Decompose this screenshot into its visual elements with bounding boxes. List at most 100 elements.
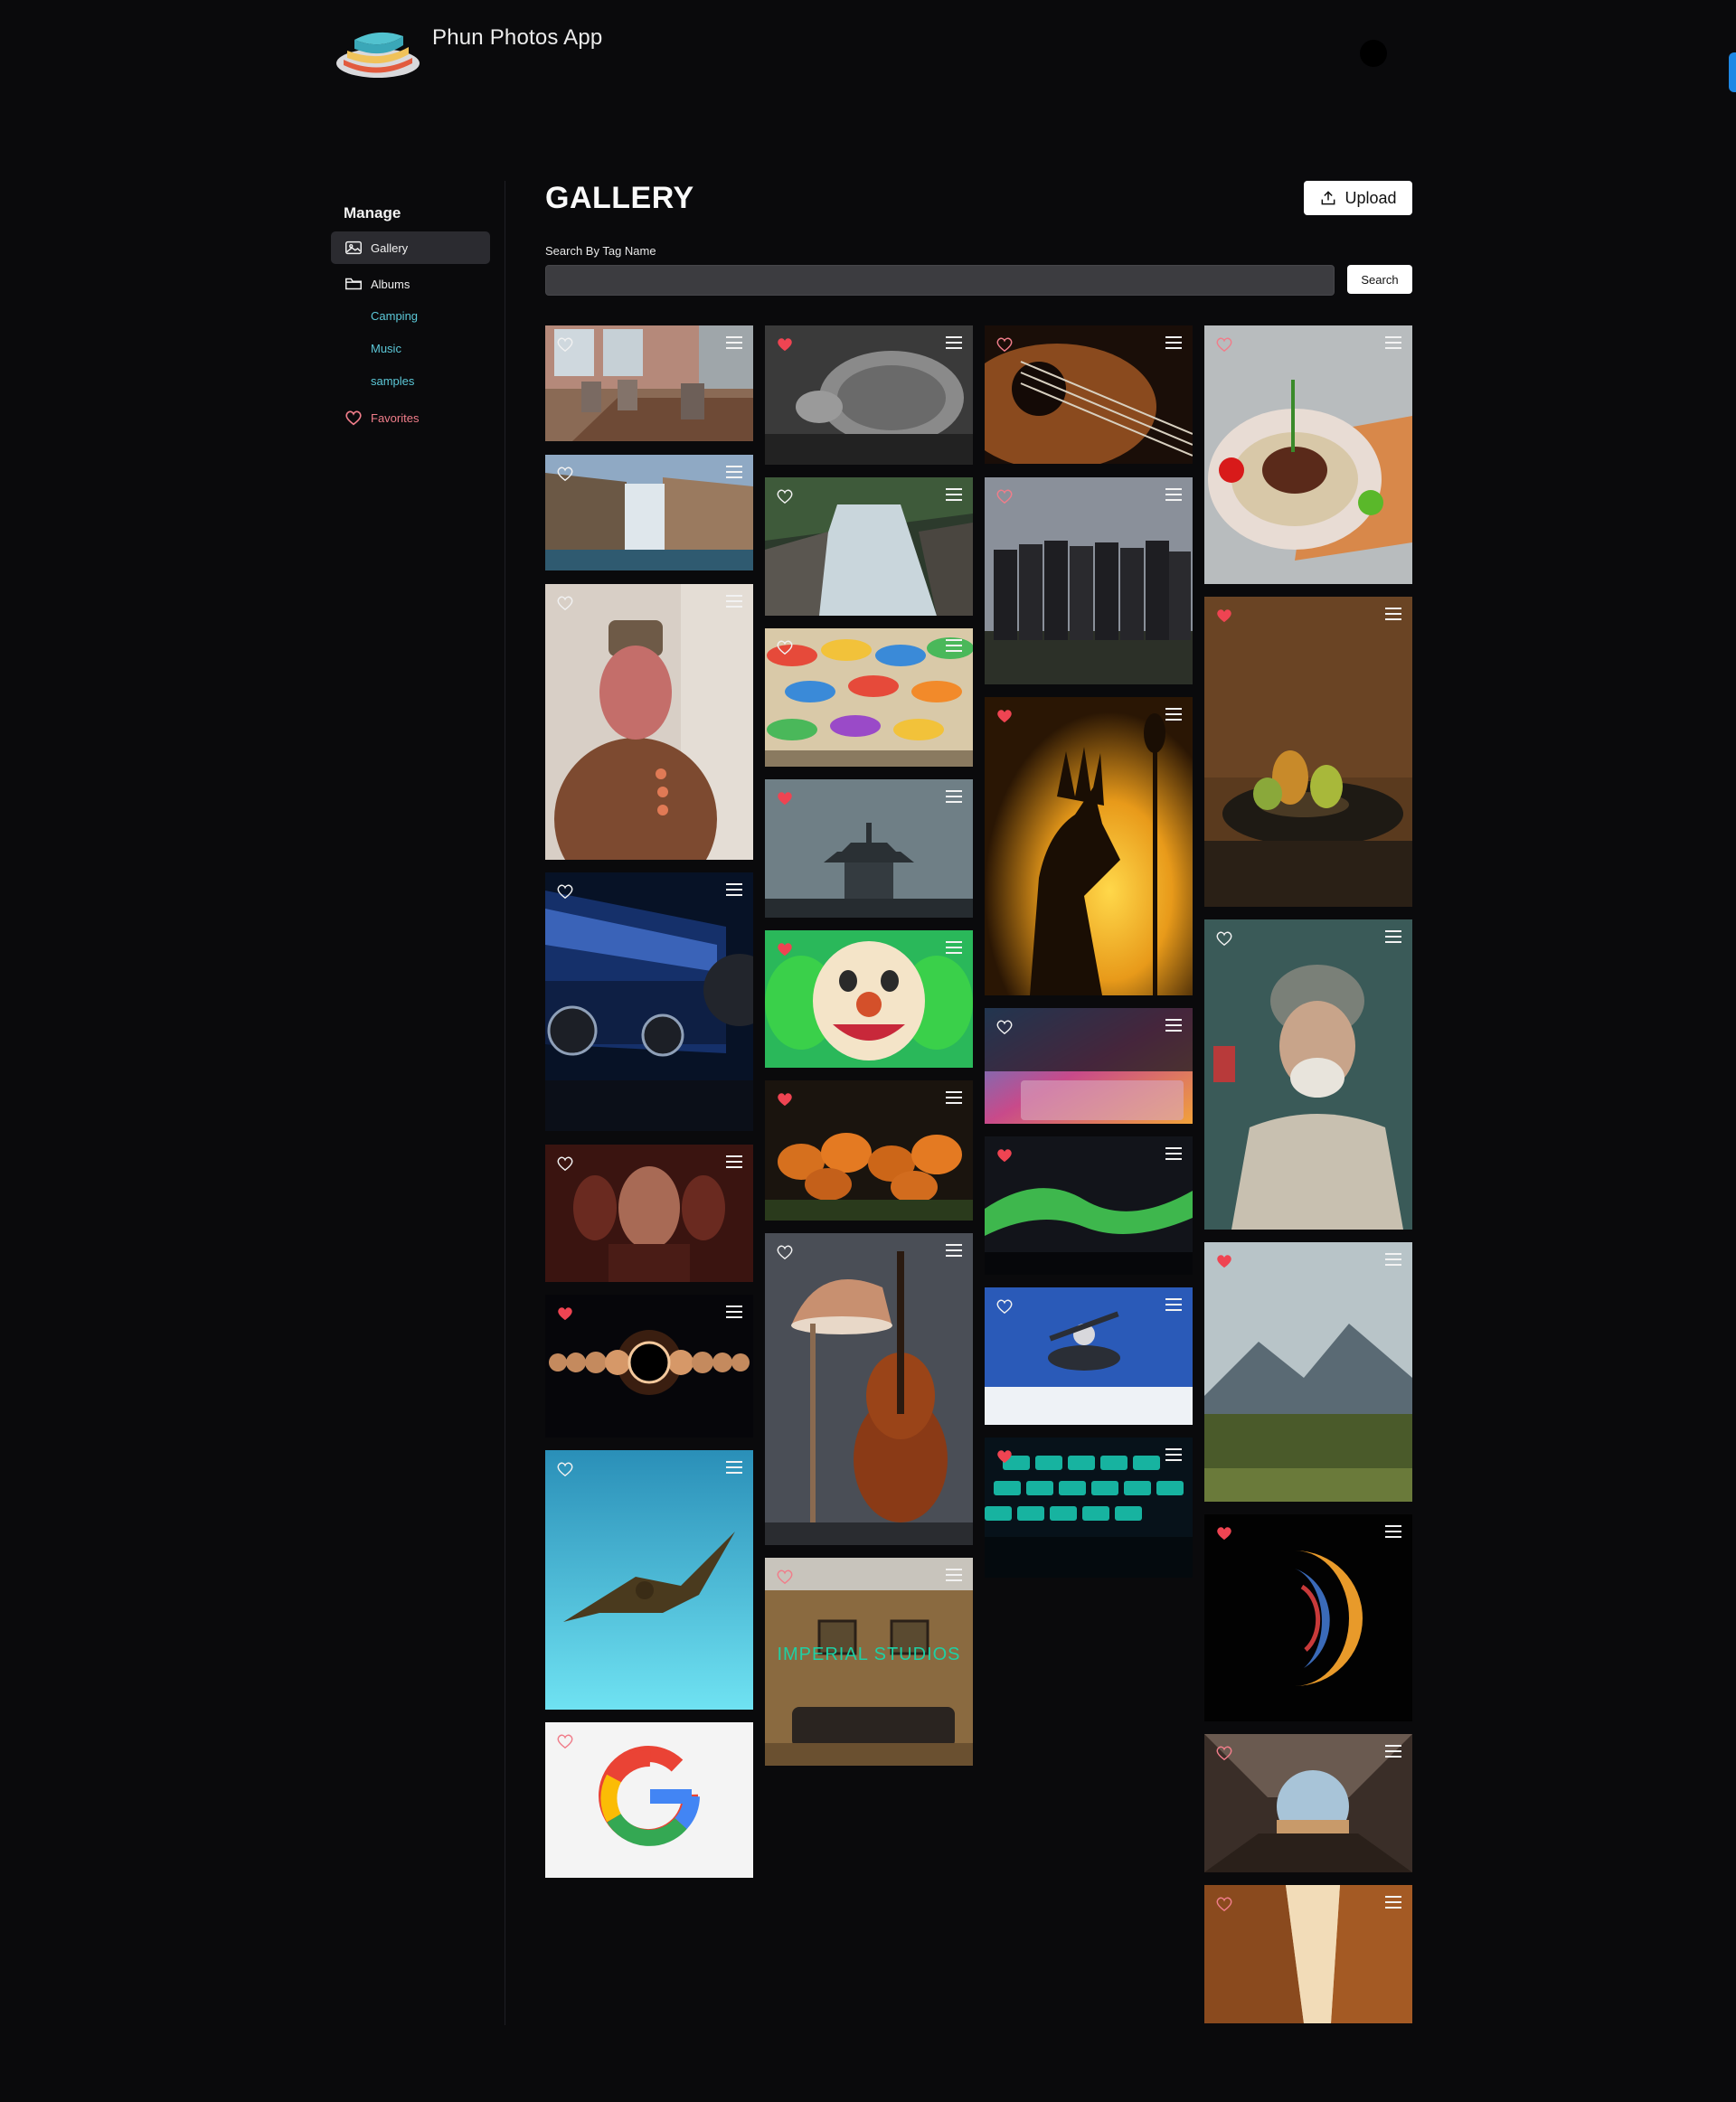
photo-card[interactable] bbox=[545, 1722, 753, 1878]
heart-outline-icon[interactable] bbox=[995, 1296, 1014, 1315]
hamburger-menu-icon[interactable] bbox=[726, 1306, 742, 1318]
hamburger-menu-icon[interactable] bbox=[1385, 1896, 1401, 1909]
heart-outline-icon[interactable] bbox=[775, 486, 795, 504]
heart-outline-icon[interactable] bbox=[1214, 1743, 1234, 1761]
heart-outline-icon[interactable] bbox=[555, 1731, 575, 1749]
photo-card[interactable] bbox=[1204, 325, 1412, 584]
photo-card[interactable] bbox=[985, 1008, 1193, 1124]
album-link-camping[interactable]: Camping bbox=[371, 309, 419, 323]
photo-card[interactable] bbox=[765, 779, 973, 918]
heart-outline-icon[interactable] bbox=[995, 1017, 1014, 1035]
heart-outline-icon[interactable] bbox=[555, 1459, 575, 1477]
photo-card[interactable] bbox=[985, 1437, 1193, 1578]
heart-filled-icon[interactable] bbox=[775, 1089, 795, 1108]
books-logo-icon[interactable] bbox=[335, 24, 421, 83]
heart-filled-icon[interactable] bbox=[995, 1447, 1014, 1465]
photo-card[interactable] bbox=[545, 1450, 753, 1710]
tag-search-input[interactable] bbox=[545, 265, 1335, 296]
heart-filled-icon[interactable] bbox=[995, 706, 1014, 724]
hamburger-menu-icon[interactable] bbox=[946, 790, 962, 803]
photo-card[interactable] bbox=[985, 477, 1193, 684]
hamburger-menu-icon[interactable] bbox=[1165, 488, 1182, 501]
hamburger-menu-icon[interactable] bbox=[1385, 608, 1401, 620]
hamburger-menu-icon[interactable] bbox=[726, 595, 742, 608]
heart-outline-icon[interactable] bbox=[995, 486, 1014, 504]
heart-outline-icon[interactable] bbox=[1214, 335, 1234, 353]
album-link-music[interactable]: Music bbox=[371, 342, 401, 355]
heart-outline-icon[interactable] bbox=[1214, 1894, 1234, 1912]
sidebar-item-gallery[interactable]: Gallery bbox=[331, 231, 490, 264]
photo-card[interactable] bbox=[1204, 597, 1412, 907]
hamburger-menu-icon[interactable] bbox=[1165, 1147, 1182, 1160]
photo-card[interactable] bbox=[545, 455, 753, 570]
side-panel-tab[interactable] bbox=[1729, 52, 1736, 92]
heart-filled-icon[interactable] bbox=[1214, 606, 1234, 624]
heart-outline-icon[interactable] bbox=[775, 1242, 795, 1260]
heart-outline-icon[interactable] bbox=[555, 1154, 575, 1172]
heart-filled-icon[interactable] bbox=[555, 1304, 575, 1322]
heart-outline-icon[interactable] bbox=[555, 593, 575, 611]
sidebar-item-albums[interactable]: Albums bbox=[331, 268, 490, 300]
heart-filled-icon[interactable] bbox=[775, 788, 795, 806]
heart-outline-icon[interactable] bbox=[1214, 928, 1234, 947]
hamburger-menu-icon[interactable] bbox=[726, 466, 742, 478]
photo-card[interactable] bbox=[765, 628, 973, 767]
hamburger-menu-icon[interactable] bbox=[1385, 1745, 1401, 1758]
hamburger-menu-icon[interactable] bbox=[1165, 1448, 1182, 1461]
photo-card[interactable] bbox=[545, 1145, 753, 1282]
photo-card[interactable]: IMPERIAL STUDIOS bbox=[765, 1558, 973, 1766]
heart-outline-icon[interactable] bbox=[775, 1567, 795, 1585]
photo-card[interactable] bbox=[985, 325, 1193, 464]
photo-card[interactable] bbox=[1204, 1885, 1412, 2023]
heart-outline-icon[interactable] bbox=[775, 637, 795, 655]
heart-filled-icon[interactable] bbox=[775, 335, 795, 353]
heart-filled-icon[interactable] bbox=[995, 1145, 1014, 1164]
hamburger-menu-icon[interactable] bbox=[1385, 336, 1401, 349]
hamburger-menu-icon[interactable] bbox=[946, 941, 962, 954]
hamburger-menu-icon[interactable] bbox=[726, 1461, 742, 1474]
heart-outline-icon[interactable] bbox=[555, 464, 575, 482]
heart-filled-icon[interactable] bbox=[1214, 1251, 1234, 1269]
heart-outline-icon[interactable] bbox=[995, 335, 1014, 353]
heart-outline-icon[interactable] bbox=[555, 881, 575, 900]
photo-card[interactable] bbox=[1204, 1734, 1412, 1872]
photo-card[interactable] bbox=[1204, 919, 1412, 1230]
sidebar-item-favorites[interactable]: Favorites bbox=[331, 401, 490, 434]
photo-card[interactable] bbox=[765, 477, 973, 616]
photo-card[interactable] bbox=[545, 325, 753, 441]
hamburger-menu-icon[interactable] bbox=[946, 1569, 962, 1581]
heart-filled-icon[interactable] bbox=[775, 939, 795, 957]
photo-card[interactable] bbox=[545, 872, 753, 1131]
hamburger-menu-icon[interactable] bbox=[1385, 930, 1401, 943]
hamburger-menu-icon[interactable] bbox=[1165, 336, 1182, 349]
hamburger-menu-icon[interactable] bbox=[1165, 708, 1182, 721]
hamburger-menu-icon[interactable] bbox=[1165, 1298, 1182, 1311]
hamburger-menu-icon[interactable] bbox=[946, 488, 962, 501]
upload-button[interactable]: Upload bbox=[1304, 181, 1412, 215]
photo-card[interactable] bbox=[985, 1136, 1193, 1275]
hamburger-menu-icon[interactable] bbox=[726, 1155, 742, 1168]
hamburger-menu-icon[interactable] bbox=[946, 1091, 962, 1104]
hamburger-menu-icon[interactable] bbox=[1165, 1019, 1182, 1032]
hamburger-menu-icon[interactable] bbox=[946, 639, 962, 652]
photo-card[interactable] bbox=[765, 1080, 973, 1221]
profile-avatar[interactable] bbox=[1360, 40, 1387, 67]
photo-card[interactable] bbox=[765, 1233, 973, 1545]
hamburger-menu-icon[interactable] bbox=[946, 1244, 962, 1257]
photo-card[interactable] bbox=[765, 325, 973, 465]
photo-card[interactable] bbox=[765, 930, 973, 1068]
heart-filled-icon[interactable] bbox=[1214, 1523, 1234, 1541]
photo-card[interactable] bbox=[545, 584, 753, 860]
hamburger-menu-icon[interactable] bbox=[1385, 1253, 1401, 1266]
heart-outline-icon[interactable] bbox=[555, 335, 575, 353]
photo-card[interactable] bbox=[985, 697, 1193, 995]
hamburger-menu-icon[interactable] bbox=[726, 883, 742, 896]
hamburger-menu-icon[interactable] bbox=[946, 336, 962, 349]
hamburger-menu-icon[interactable] bbox=[1385, 1525, 1401, 1538]
photo-card[interactable] bbox=[985, 1287, 1193, 1425]
hamburger-menu-icon[interactable] bbox=[726, 336, 742, 349]
album-link-samples[interactable]: samples bbox=[371, 374, 415, 388]
photo-card[interactable] bbox=[545, 1295, 753, 1437]
photo-card[interactable] bbox=[1204, 1242, 1412, 1502]
photo-card[interactable] bbox=[1204, 1514, 1412, 1721]
